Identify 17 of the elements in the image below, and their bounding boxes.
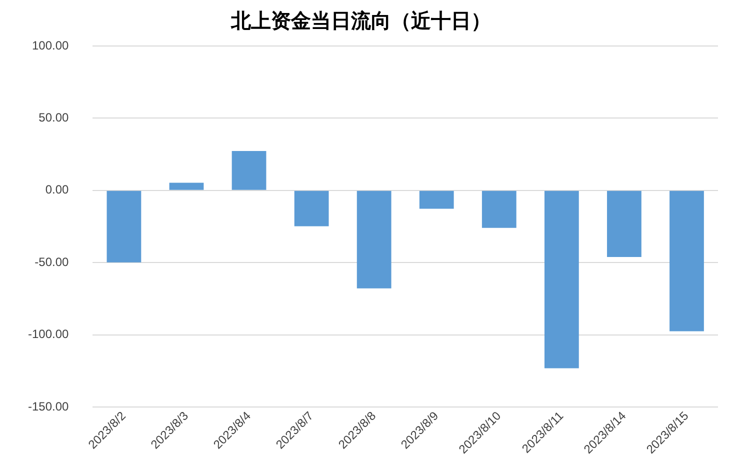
bar [356, 190, 392, 288]
y-tick-label: 0.00 [45, 182, 70, 197]
bar [482, 190, 516, 228]
chart-title: 北上资金当日流向（近十日） [230, 10, 491, 33]
y-tick-label: 50.00 [38, 110, 70, 125]
bar [106, 190, 142, 262]
y-tick-label: -100.00 [28, 327, 70, 342]
bar [419, 190, 454, 209]
bar [169, 182, 204, 190]
bar [670, 190, 704, 332]
bar [544, 190, 579, 368]
bar [232, 151, 266, 190]
y-tick-label: -50.00 [34, 254, 70, 269]
y-tick-label: 100.00 [32, 38, 70, 52]
bar [607, 190, 642, 258]
bar [294, 190, 329, 226]
y-tick-label: -150.00 [28, 399, 70, 414]
